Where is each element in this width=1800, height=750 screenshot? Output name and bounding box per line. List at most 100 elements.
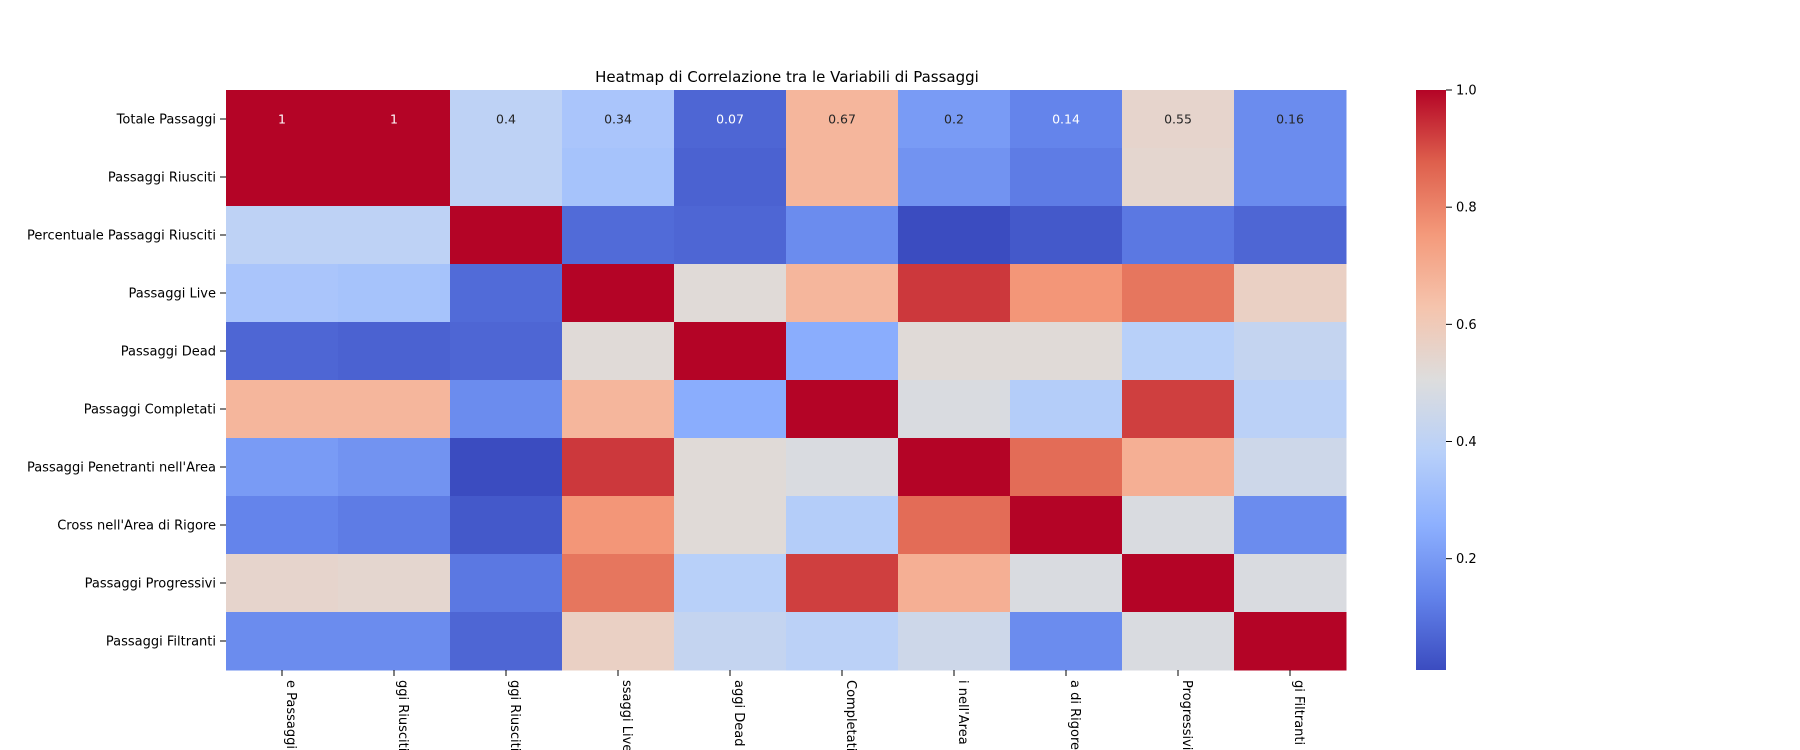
heatmap-cell [786,148,899,207]
column-tick-label: Progressivi [1179,680,1194,750]
heatmap-cell [1234,380,1347,439]
heatmap-cell [338,554,451,613]
column-tick-label: i nell'Area [955,680,970,745]
heatmap-cell [1122,148,1235,207]
row-tick-label: Passaggi Filtranti [106,635,216,650]
heatmap-cell [898,264,1011,323]
heatmap-cell [226,148,339,207]
heatmap-cell [1122,380,1235,439]
heatmap-cell [450,322,563,381]
cell-annotation: 0.34 [604,112,632,127]
heatmap-cell [1010,264,1123,323]
row-tick-label: Passaggi Dead [121,345,216,360]
heatmap-cell [674,322,787,381]
cell-annotation: 0.14 [1052,112,1080,127]
heatmap-cell [898,554,1011,613]
heatmap-cell [338,322,451,381]
heatmap-cell [898,496,1011,555]
heatmap-cell [898,206,1011,265]
heatmap-cell [786,554,899,613]
heatmap-cell [226,206,339,265]
heatmap-cell [1122,206,1235,265]
heatmap-cell [226,380,339,439]
cell-annotation: 0.07 [716,112,744,127]
cell-annotation: 1 [278,112,286,127]
colorbar-gradient [1416,90,1446,670]
heatmap-cell [1234,612,1347,671]
heatmap-cell [338,264,451,323]
heatmap-cell [674,148,787,207]
heatmap-cell [898,612,1011,671]
heatmap-cell [1010,148,1123,207]
row-tick-label: Totale Passaggi [116,113,216,128]
colorbar-tick-label: 0.4 [1456,435,1477,450]
heatmap-cell [226,264,339,323]
heatmap-cell [674,496,787,555]
cell-annotation: 1 [390,112,398,127]
heatmap-cell [898,148,1011,207]
heatmap-cell [226,438,339,497]
column-tick-label: ggi Riusciti [395,680,410,750]
heatmap-cell [898,90,1011,149]
row-tick-label: Percentuale Passaggi Riusciti [27,229,216,244]
heatmap-cells [226,90,1347,671]
heatmap-cell [1010,496,1123,555]
heatmap-cell [562,554,675,613]
column-tick-label: Completati [843,680,858,750]
heatmap-cell [450,148,563,207]
cell-annotation: 0.16 [1276,112,1304,127]
heatmap-cell [226,612,339,671]
row-tick-label: Passaggi Progressivi [85,577,216,592]
heatmap-cell [674,438,787,497]
heatmap-cell [1122,612,1235,671]
heatmap-cell [1010,612,1123,671]
heatmap-cell [1234,322,1347,381]
heatmap-cell [226,554,339,613]
column-tick-label: aggi Dead [731,680,746,746]
heatmap-cell [562,322,675,381]
heatmap-cell [450,612,563,671]
heatmap-cell [1122,554,1235,613]
column-tick-labels: e Passaggi ggi Riusciti ggi Riusciti ssaggi… [281,670,1306,750]
heatmap-cell [450,206,563,265]
heatmap-cell [226,496,339,555]
heatmap-cell [1122,438,1235,497]
heatmap-cell [1010,438,1123,497]
heatmap-cell [1010,380,1123,439]
heatmap-cell [338,496,451,555]
heatmap-cell [562,148,675,207]
heatmap-cell [338,148,451,207]
heatmap-cell [450,264,563,323]
heatmap-cell [338,438,451,497]
row-tick-label: Passaggi Penetranti nell'Area [27,461,216,476]
heatmap-cell [338,90,451,149]
row-tick-label: Passaggi Completati [84,403,216,418]
heatmap-cell [786,90,899,149]
column-tick-label: a di Rigore [1067,680,1082,750]
heatmap-cell [1234,264,1347,323]
heatmap-cell [1234,148,1347,207]
heatmap-cell [338,380,451,439]
heatmap-cell [786,322,899,381]
heatmap-cell [786,438,899,497]
heatmap-cell [562,90,675,149]
heatmap-cell [1010,90,1123,149]
heatmap-cell [1010,206,1123,265]
cell-annotation: 0.2 [944,112,964,127]
heatmap-cell [562,380,675,439]
heatmap-cell [786,612,899,671]
row-tick-label: Passaggi Live [128,287,216,302]
column-tick-label: e Passaggi [283,680,298,749]
heatmap-cell [674,264,787,323]
cell-annotation: 0.55 [1164,112,1192,127]
heatmap-cell [226,90,339,149]
heatmap-cell [450,554,563,613]
heatmap-cell [1234,554,1347,613]
heatmap-cell [562,496,675,555]
column-tick-label: ssaggi Live [619,680,634,750]
cell-annotation: 0.4 [496,112,516,127]
heatmap-cell [1122,90,1235,149]
colorbar-tick-label: 1.0 [1456,84,1477,99]
heatmap-cell [898,322,1011,381]
heatmap-cell [450,380,563,439]
